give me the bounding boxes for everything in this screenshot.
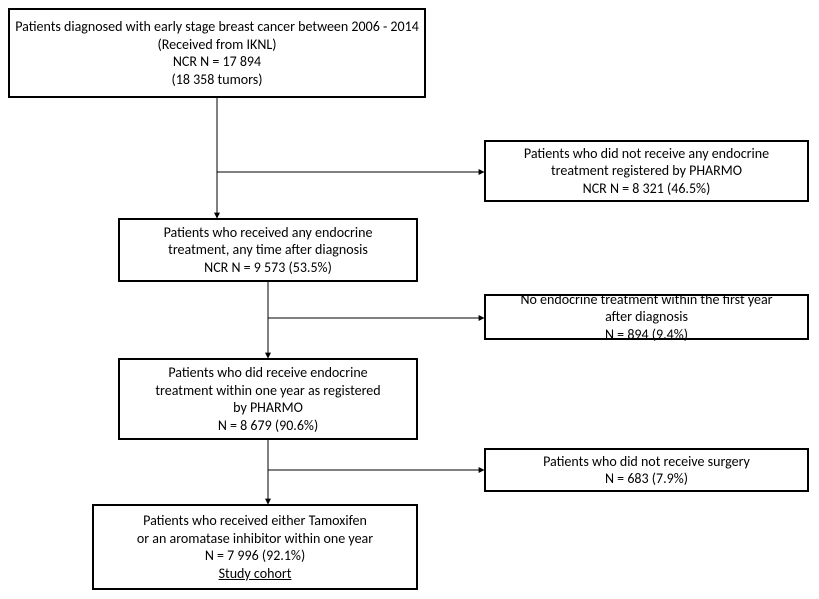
flow-box-line: NCR N = 9 573 (53.5%) [204, 259, 332, 277]
flow-box-line: N = 7 996 (92.1%) [205, 547, 305, 565]
flow-box-step-3: Patients who did receive endocrinetreatm… [118, 358, 418, 440]
flow-box-line: after diagnosis [605, 308, 688, 326]
flow-box-line: NCR N = 8 321 (46.5%) [583, 180, 711, 198]
flow-box-start: Patients diagnosed with early stage brea… [8, 8, 426, 98]
flow-box-line: treatment, any time after diagnosis [168, 241, 368, 259]
flow-box-line: N = 683 (7.9%) [605, 470, 688, 488]
flow-box-line: N = 8 679 (90.6%) [218, 417, 318, 435]
flow-box-exclusion-1: Patients who did not receive any endocri… [484, 140, 809, 202]
flow-box-line: Patients diagnosed with early stage brea… [15, 18, 419, 36]
flow-box-line: (Received from IKNL) [158, 36, 277, 54]
flow-box-line: Study cohort [219, 565, 292, 583]
flow-box-line: N = 894 (9.4%) [605, 326, 688, 344]
flow-box-exclusion-3: Patients who did not receive surgeryN = … [484, 448, 809, 492]
flow-box-line: Patients who received any endocrine [164, 224, 373, 242]
flow-box-line: treatment within one year as registered [155, 382, 380, 400]
flow-box-line: Patients who received either Tamoxifen [143, 512, 367, 530]
flow-box-final: Patients who received either Tamoxifenor… [92, 504, 418, 590]
flow-box-line: Patients who did not receive any endocri… [524, 145, 769, 163]
flow-box-exclusion-2: No endocrine treatment within the first … [484, 294, 809, 340]
flow-box-line: by PHARMO [233, 399, 303, 417]
flow-box-line: or an aromatase inhibitor within one yea… [137, 530, 373, 548]
flow-box-line: NCR N = 17 894 [173, 53, 261, 71]
flow-box-step-2: Patients who received any endocrinetreat… [118, 218, 418, 282]
flow-box-line: No endocrine treatment within the first … [520, 291, 772, 309]
flow-box-line: (18 358 tumors) [171, 71, 262, 89]
flow-box-line: Patients who did not receive surgery [543, 453, 750, 471]
flow-box-line: treatment registered by PHARMO [551, 162, 742, 180]
flow-box-line: Patients who did receive endocrine [168, 364, 367, 382]
